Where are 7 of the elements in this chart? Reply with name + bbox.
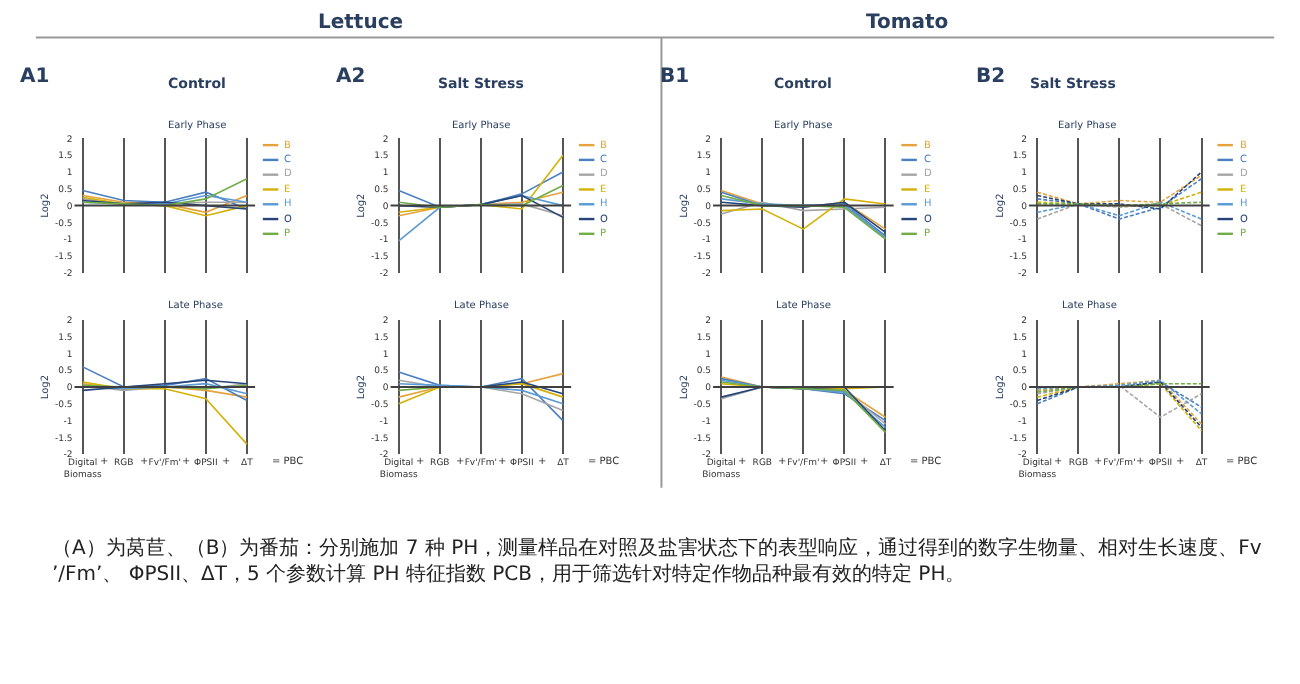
text: B2 [976,66,1006,88]
text: （A）为莴苣、（B）为番茄：分别施加 7 种 PH，测量样品在对照及盐害状态下的表型响应，通过得到的数字生物量、相对生长速度、Fv’/Fm’、 ΦPSII、ΔT，5 个参数计算 PH 特征指数 PCB，用于筛选针对特定作物品种最有效的特定 PH。 [52,536,1262,586]
text: A2 [336,66,366,88]
text: Lettuce [318,12,404,34]
text: A1 [20,66,50,88]
text: B1 [660,66,690,88]
text: Tomato [866,12,949,34]
